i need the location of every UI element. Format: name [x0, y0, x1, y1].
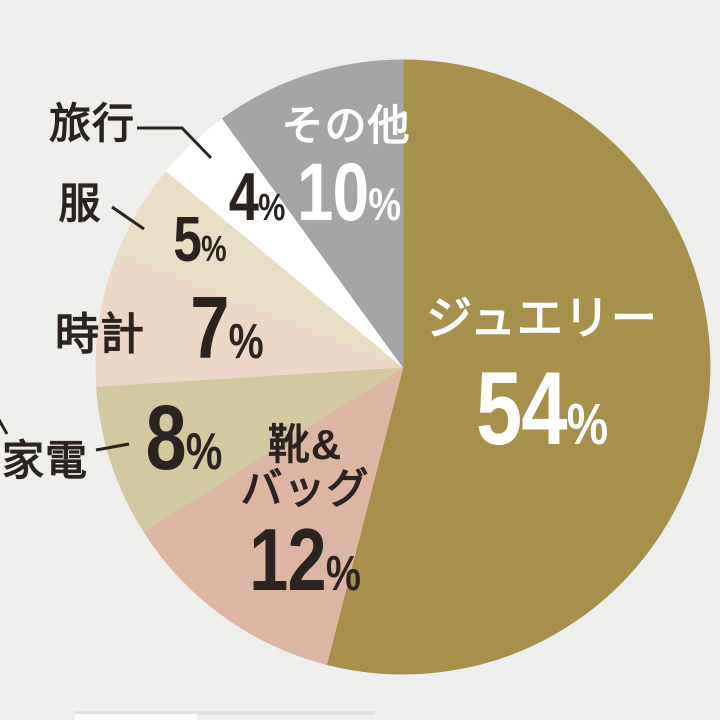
value-shoes-bags: 12%: [249, 516, 361, 604]
value-other-number: 10: [296, 147, 369, 238]
value-other: 10%: [297, 152, 401, 234]
bottom-edge-artifact-highlight: [75, 714, 197, 720]
value-travel-number: 4: [228, 159, 259, 235]
pie-slice-appliances: [96, 366, 404, 533]
label-appliances: 家電: [1, 436, 89, 484]
leader-lines-group: [0, 126, 213, 452]
value-jewelry: 54%: [476, 357, 608, 461]
leader-line-travel: [137, 126, 213, 160]
value-clothes: 5%: [173, 207, 226, 271]
pie-slice-jewelry: [326, 59, 711, 675]
label-travel: 旅行: [48, 99, 136, 147]
bottom-edge-artifact-shadow: [75, 711, 375, 715]
value-other-percent-sign: %: [368, 178, 402, 230]
value-travel: 4%: [229, 163, 286, 231]
label-shoes-bags: 靴& バッグ: [240, 420, 370, 512]
value-appliances-number: 8: [145, 387, 187, 489]
value-jewelry-percent-sign: %: [566, 392, 609, 457]
pie-slice-watches: [95, 253, 404, 387]
value-appliances-percent-sign: %: [185, 422, 223, 480]
value-shoes-bags-percent-sign: %: [325, 546, 361, 601]
value-clothes-percent-sign: %: [201, 229, 227, 269]
value-travel-percent-sign: %: [258, 187, 286, 229]
label-clothes: 服: [58, 179, 102, 227]
label-watches: 時計: [55, 309, 145, 359]
value-clothes-number: 5: [173, 203, 202, 275]
leader-line-edge-fragment: [0, 418, 9, 435]
value-jewelry-number: 54: [475, 351, 568, 467]
value-watches: 7%: [190, 284, 263, 372]
label-shoes-bags-line2: バッグ: [240, 465, 370, 512]
value-appliances: 8%: [146, 392, 223, 484]
pie-slice-shoes-bags: [143, 365, 404, 666]
label-other: その他: [281, 101, 411, 149]
pie-slices-group: [95, 59, 711, 675]
value-watches-number: 7: [190, 278, 229, 377]
value-watches-percent-sign: %: [228, 314, 264, 369]
pie-slice-other: [221, 59, 404, 369]
leader-line-clothes: [111, 205, 145, 231]
value-shoes-bags-number: 12: [249, 510, 327, 609]
label-shoes-bags-line1: 靴&: [267, 420, 343, 468]
leader-line-appliances: [95, 442, 130, 452]
label-jewelry: ジュエリー: [426, 291, 658, 344]
